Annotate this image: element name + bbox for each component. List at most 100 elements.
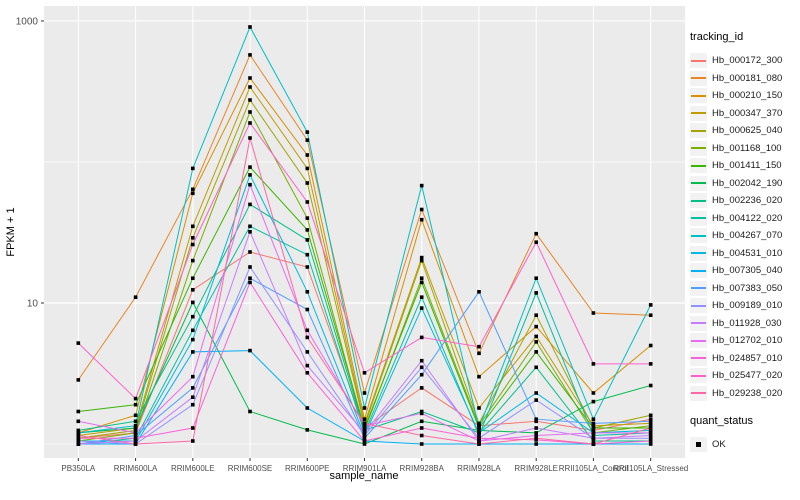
data-point: [591, 436, 596, 440]
series-line-swatch-icon: [690, 88, 707, 104]
data-point: [591, 399, 596, 404]
data-point: [477, 351, 481, 356]
data-point: [305, 138, 310, 142]
legend-item-Hb_004267_070: Hb_004267_070: [690, 227, 798, 245]
data-point: [477, 428, 481, 433]
x-tick-label: RRIM928LE: [514, 464, 558, 473]
data-point: [362, 442, 367, 446]
legend-label: Hb_009189_010: [712, 300, 783, 312]
data-point: [76, 436, 81, 440]
x-tick-label: RRIM901LA: [343, 464, 387, 473]
x-tick-label: RRIM600LA: [114, 464, 158, 473]
data-point: [305, 406, 310, 410]
legend-label: Hb_029238_020: [712, 387, 783, 399]
data-point: [419, 183, 424, 188]
data-point: [419, 409, 424, 414]
legend-item-Hb_000210_150: Hb_000210_150: [690, 87, 798, 105]
data-point: [133, 396, 138, 401]
data-point: [133, 402, 138, 407]
legend-item-ok: OK: [690, 436, 798, 454]
data-point: [534, 350, 538, 354]
data-point: [305, 166, 310, 171]
series-line-swatch-icon: [690, 368, 707, 384]
data-point: [534, 231, 538, 236]
data-point: [534, 240, 538, 244]
data-point: [248, 250, 252, 254]
data-point: [191, 300, 195, 305]
data-point: [477, 421, 481, 426]
data-point: [648, 442, 653, 446]
data-point: [419, 258, 424, 263]
data-point: [534, 365, 538, 370]
legend-label: Hb_000172_300: [712, 55, 783, 67]
data-point: [133, 426, 138, 430]
data-point: [362, 436, 367, 440]
legend-item-Hb_012702_010: Hb_012702_010: [690, 332, 798, 350]
data-point: [305, 130, 310, 134]
x-axis-title: sample_name: [329, 470, 398, 482]
data-point: [477, 433, 481, 438]
series-line-swatch-icon: [690, 263, 707, 279]
data-point: [534, 291, 538, 295]
data-point: [362, 406, 367, 410]
legend-label: Hb_001168_100: [712, 142, 782, 154]
data-point: [133, 431, 138, 435]
data-point: [362, 431, 367, 435]
data-point: [419, 426, 424, 430]
data-point: [248, 409, 252, 414]
legend-item-Hb_029238_020: Hb_029238_020: [690, 385, 798, 403]
data-point: [133, 423, 138, 428]
data-point: [648, 413, 653, 418]
series-line-swatch-icon: [690, 350, 707, 366]
data-point: [477, 436, 481, 440]
quant-status-legend: quant_status OK: [690, 415, 798, 454]
data-point: [648, 433, 653, 438]
data-point: [191, 288, 195, 292]
data-point: [419, 433, 424, 438]
data-point: [591, 439, 596, 443]
legend-label: Hb_004122_020: [712, 212, 783, 224]
data-point: [362, 423, 367, 428]
data-point: [477, 290, 481, 294]
data-point: [534, 340, 538, 344]
data-point: [191, 337, 195, 342]
data-point: [76, 431, 81, 435]
data-point: [191, 439, 195, 443]
data-point: [362, 433, 367, 438]
legend-panel: tracking_id Hb_000172_300 Hb_000181_080 Hb…: [690, 31, 798, 454]
data-point: [191, 374, 195, 379]
data-point: [419, 372, 424, 377]
data-point: [191, 386, 195, 390]
data-point: [362, 391, 367, 395]
data-point: [191, 236, 195, 240]
data-point: [76, 419, 81, 424]
data-point: [191, 242, 195, 247]
data-point: [305, 328, 310, 333]
data-point: [648, 426, 653, 430]
data-point: [248, 165, 252, 169]
legend-label: Hb_002042_190: [712, 177, 783, 189]
data-point: [305, 181, 310, 185]
data-point: [648, 439, 653, 443]
data-point: [76, 341, 81, 345]
data-point: [534, 436, 538, 440]
series-line-swatch-icon: [690, 210, 707, 226]
data-point: [534, 334, 538, 339]
legend-label: Hb_011928_030: [712, 317, 782, 329]
legend-label: Hb_024857_010: [712, 352, 783, 364]
data-point: [248, 110, 252, 114]
data-point: [534, 398, 538, 402]
legend-label: Hb_004267_070: [712, 230, 783, 242]
data-point: [305, 307, 310, 312]
data-point: [305, 238, 310, 242]
data-point: [477, 426, 481, 430]
legend-label: Hb_000181_080: [712, 72, 783, 84]
data-point: [248, 173, 252, 177]
data-point: [648, 362, 653, 366]
data-point: [534, 431, 538, 435]
data-point: [648, 313, 653, 317]
data-point: [648, 383, 653, 388]
data-point: [248, 53, 252, 57]
data-point: [191, 314, 195, 319]
